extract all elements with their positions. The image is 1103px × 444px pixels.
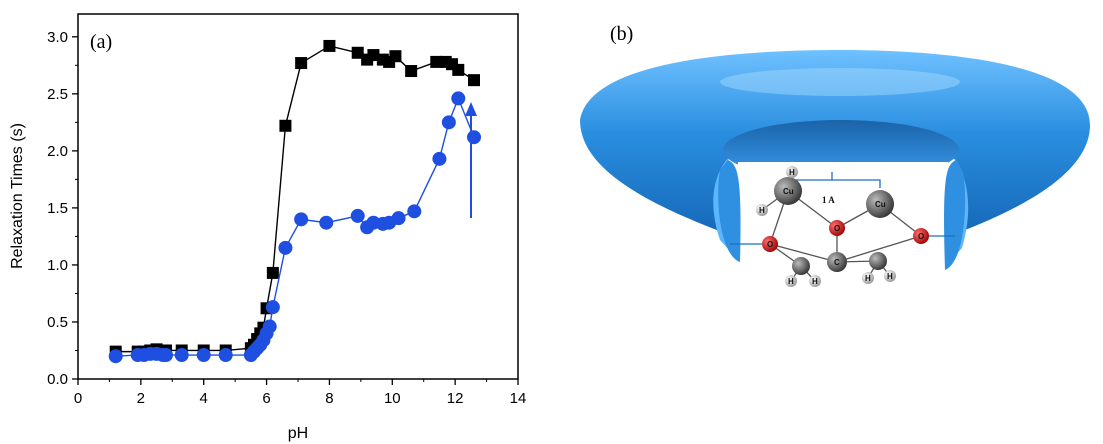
relaxation-time-chart: 0 2 4 6 8 10 12 14 0.0 0.5 1.0 1.5 2.0 2.5 3.0 pH Rel…: [9, 13, 527, 442]
torus-left-wall: [718, 160, 741, 262]
data-point: [407, 204, 422, 219]
y-tick-label: 1.0: [47, 257, 68, 274]
hydrogen-atom: [756, 204, 768, 216]
data-point: [218, 348, 233, 363]
atom-label-h: H: [865, 274, 871, 283]
hydrogen-atom: [786, 166, 798, 178]
carbon-atom: [827, 252, 847, 272]
oxygen-atom: [829, 220, 845, 236]
y-axis-title: Relaxation Times (s): [9, 123, 26, 269]
series-circles: [108, 91, 481, 364]
data-point: [266, 266, 279, 279]
annotation-arrow-head: [465, 102, 477, 116]
data-point: [467, 130, 481, 145]
panel-a-label: (a): [90, 31, 112, 53]
data-point: [389, 50, 402, 63]
data-point: [351, 46, 364, 59]
carbon-atom: [869, 252, 887, 270]
y-tick-label: 3.0: [47, 29, 68, 46]
data-point: [367, 49, 380, 62]
copper-atom: [774, 177, 802, 205]
oxygen-atom: [762, 236, 778, 252]
torus-right-wall: [944, 160, 966, 270]
y-tick-label: 2.5: [47, 86, 68, 103]
atoms: [756, 166, 929, 287]
y-tick-label: 1.5: [47, 200, 68, 217]
x-axis-ticks: 0 2 4 6 8 10 12 14: [74, 379, 527, 407]
carbon-atom: [792, 257, 810, 275]
hydrogen-atom: [809, 275, 821, 287]
atom-label-o: O: [834, 224, 840, 233]
y-tick-label: 0.0: [47, 371, 68, 388]
data-point: [452, 63, 465, 76]
data-point: [265, 300, 280, 315]
data-point: [294, 212, 309, 227]
data-point: [405, 65, 418, 78]
torus-highlight: [720, 68, 960, 96]
x-tick-label: 0: [74, 390, 82, 407]
data-point: [441, 115, 456, 130]
data-point: [468, 74, 480, 87]
atom-labels: Cu Cu O O O C H H H H H H: [759, 168, 924, 286]
x-tick-label: 14: [510, 390, 527, 407]
data-point: [196, 348, 211, 363]
oxygen-atom: [913, 228, 929, 244]
torus-molecule-figure: (b) 1 A: [580, 23, 1090, 302]
y-tick-label: 2.0: [47, 143, 68, 160]
x-axis-title: pH: [288, 425, 308, 442]
y-tick-label: 0.5: [47, 314, 68, 331]
atom-label-o: O: [767, 240, 773, 249]
atom-label-c: C: [834, 258, 840, 267]
data-point: [108, 349, 123, 364]
data-point: [278, 240, 293, 255]
atom-label-h: H: [812, 277, 818, 286]
annotation-arrow: [465, 102, 477, 218]
series-squares: [109, 39, 480, 358]
data-point: [432, 151, 447, 166]
hydrogen-atom: [862, 272, 874, 284]
data-point: [350, 208, 365, 223]
data-point: [295, 57, 308, 70]
x-tick-label: 6: [262, 390, 270, 407]
data-point: [262, 319, 277, 334]
data-point: [430, 55, 443, 68]
data-point: [391, 211, 406, 226]
hydrogen-atom: [785, 275, 797, 287]
x-tick-label: 12: [447, 390, 464, 407]
atom-label-h: H: [887, 272, 893, 281]
data-point: [279, 119, 292, 132]
atom-label-h: H: [788, 277, 794, 286]
distance-label: 1 A: [822, 195, 835, 205]
y-axis-ticks: 0.0 0.5 1.0 1.5 2.0 2.5 3.0: [47, 29, 78, 388]
atom-label-h: H: [789, 168, 795, 177]
torus: [580, 50, 1090, 302]
data-point: [319, 215, 334, 230]
data-point: [451, 91, 466, 106]
hydrogen-atom: [884, 270, 896, 282]
series-layer: [108, 39, 481, 364]
atom-label-o: O: [918, 232, 924, 241]
atom-label-h: H: [759, 206, 765, 215]
panel-b-label: (b): [610, 23, 633, 45]
copper-atom: [866, 190, 894, 218]
atom-label-cu: Cu: [783, 187, 794, 196]
data-point: [174, 348, 189, 363]
x-tick-label: 10: [384, 390, 401, 407]
data-point: [323, 39, 336, 52]
x-tick-label: 8: [325, 390, 333, 407]
x-tick-label: 2: [137, 390, 145, 407]
atom-label-cu: Cu: [875, 200, 886, 209]
data-point: [159, 348, 173, 363]
series-line: [115, 96, 475, 357]
x-tick-label: 4: [200, 390, 208, 407]
